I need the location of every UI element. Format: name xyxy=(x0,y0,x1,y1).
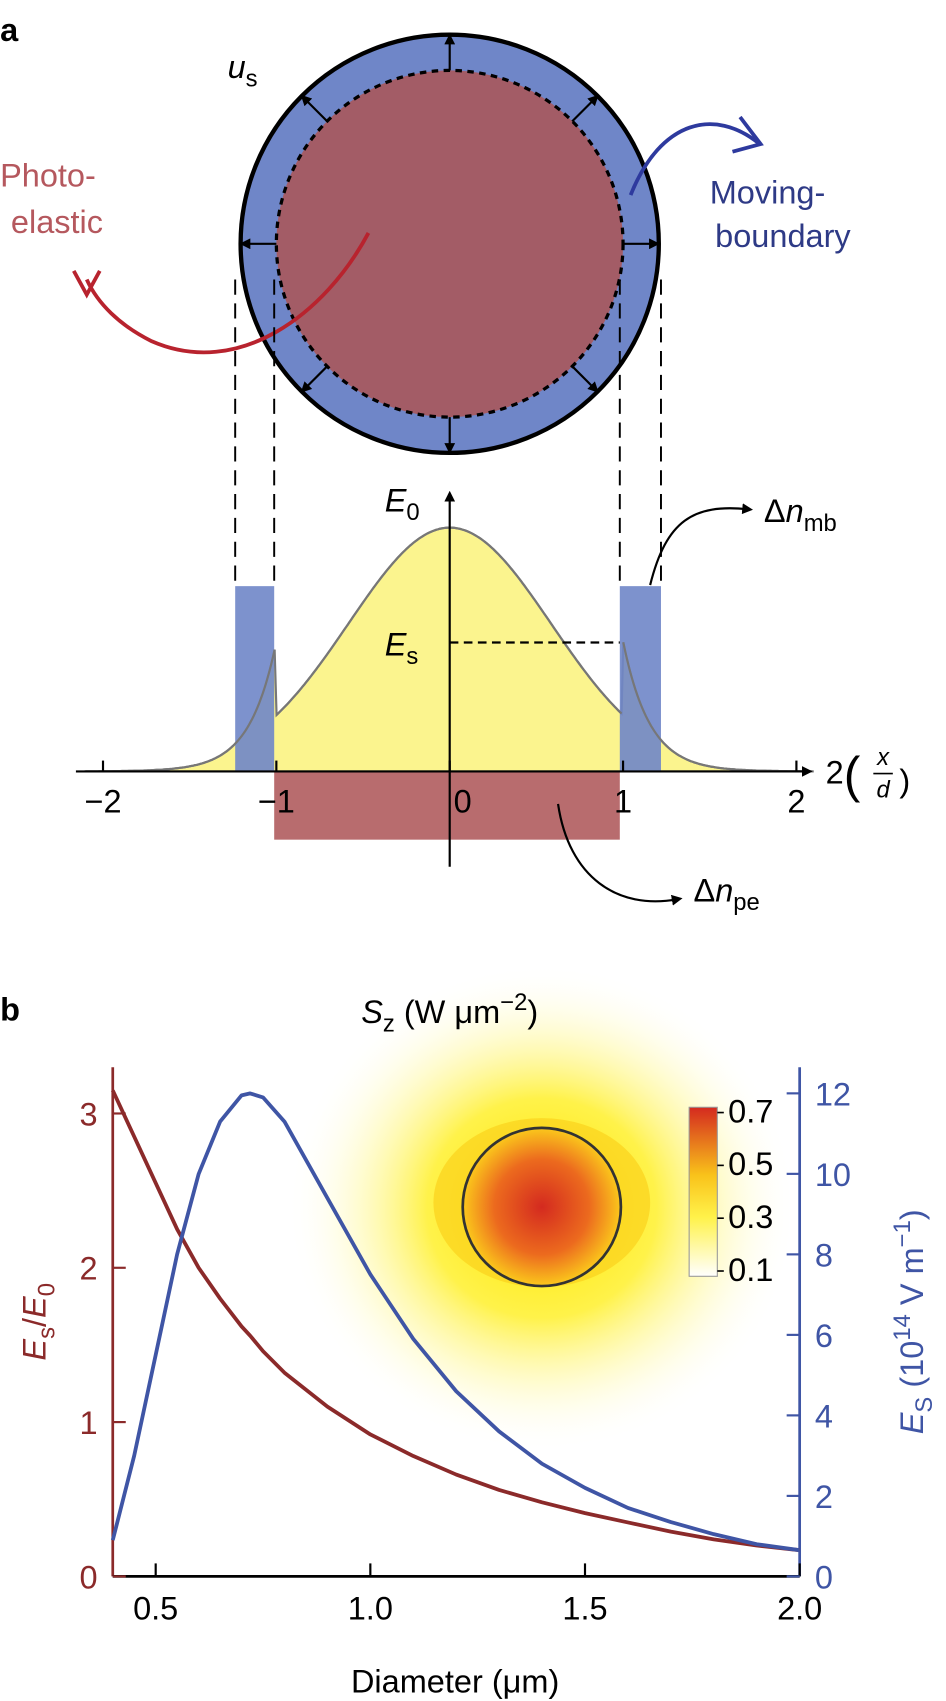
fiber-section xyxy=(461,1126,623,1288)
y2-tick-label: 6 xyxy=(815,1318,833,1354)
bracket: ( xyxy=(844,747,861,803)
tick-label: −2 xyxy=(84,784,121,820)
y2-axis-label: ES (1014 V m−1) xyxy=(889,1209,938,1434)
tick-label: 2 xyxy=(787,784,805,820)
colorbar-title: Sz (W μm−2) xyxy=(361,989,538,1038)
y-tick-label: 0 xyxy=(80,1559,98,1595)
fraction-den: d xyxy=(876,776,890,803)
symbol: E xyxy=(385,626,407,662)
unit: V m xyxy=(894,1247,930,1314)
subscript: s xyxy=(246,66,258,93)
symbol: E xyxy=(385,482,407,518)
photo-arrowhead xyxy=(72,269,102,299)
x-tick-label: 0.5 xyxy=(133,1591,178,1627)
moving-arrowhead xyxy=(731,115,764,154)
symbol: u xyxy=(228,49,246,85)
colorbar-tick-label: 0.5 xyxy=(728,1146,773,1182)
data-line xyxy=(111,1089,800,1553)
colorbar-tick-label: 0.3 xyxy=(728,1199,773,1235)
moving-label: Moving- xyxy=(710,175,826,211)
symbol: E xyxy=(894,1412,930,1434)
symbol: n xyxy=(786,493,804,529)
data-line xyxy=(110,1091,800,1553)
panel-b: b Sz (W μm−2) 0.5 1.0 1.5 2.001230246810120… xyxy=(0,964,938,1699)
subscript: z xyxy=(383,1010,395,1037)
tick-label: 1 xyxy=(614,784,632,820)
y2-tick-label: 2 xyxy=(815,1479,833,1515)
y2-tick-label: 4 xyxy=(815,1398,833,1434)
unit: (10 xyxy=(894,1341,930,1397)
subscript: s xyxy=(33,1327,60,1339)
x-axis-label: Diameter (μm) xyxy=(351,1663,559,1699)
x-axis-label: 2( xyxy=(826,747,861,803)
x-tick-label: 1.0 xyxy=(348,1591,393,1627)
colorbar-tick-label: 0.7 xyxy=(728,1093,773,1129)
fraction-num: x xyxy=(876,744,890,771)
bracket: ) xyxy=(899,763,910,799)
colorbar xyxy=(688,1106,718,1277)
pe-arrow xyxy=(556,803,683,906)
superscript: 14 xyxy=(889,1314,916,1341)
x-tick-label: 1.5 xyxy=(562,1591,607,1627)
y2-tick-label: 8 xyxy=(815,1237,833,1273)
y-tick-label: 3 xyxy=(80,1096,98,1132)
us-label: us xyxy=(228,49,258,93)
dn-mb-label: Δnmb xyxy=(764,493,837,537)
unit: ) xyxy=(894,1209,930,1220)
subscript: mb xyxy=(804,510,837,537)
symbol: S xyxy=(361,994,383,1030)
moving-label: boundary xyxy=(715,218,851,254)
radial-arrows xyxy=(239,33,660,454)
subscript: S xyxy=(911,1397,938,1413)
tick-label: −1 xyxy=(258,784,295,820)
unit: (W μm xyxy=(395,994,500,1030)
subscript: 0 xyxy=(33,1283,60,1296)
mb-arrow xyxy=(649,503,754,586)
panel-a: a us Photo- elastic Moving- boundary −2−… xyxy=(0,12,910,916)
y2-tick-label: 10 xyxy=(815,1157,851,1193)
y-axis-label: Es/E0 xyxy=(17,1283,61,1361)
symbol: n xyxy=(715,872,733,908)
photo-label: Photo- xyxy=(0,157,96,193)
subscript: s xyxy=(406,643,418,670)
y-tick-label: 2 xyxy=(80,1251,98,1287)
projection-lines xyxy=(234,279,662,587)
pe-region xyxy=(274,771,620,840)
fiber-core xyxy=(274,68,625,419)
panel-label: a xyxy=(0,12,19,48)
moving-arrow xyxy=(628,122,760,196)
photo-label: elastic xyxy=(11,204,103,240)
symbol: Δ xyxy=(693,872,715,908)
symbol: E xyxy=(17,1339,53,1361)
symbol: 2 xyxy=(826,754,844,790)
unit: ) xyxy=(527,994,538,1030)
y2-tick-label: 0 xyxy=(815,1559,833,1595)
y-tick-label: 1 xyxy=(80,1405,98,1441)
y2-tick-label: 12 xyxy=(815,1076,851,1112)
mb-region xyxy=(619,586,661,772)
slash: / xyxy=(17,1317,53,1327)
superscript: −2 xyxy=(500,989,527,1016)
x-tick-label: 2.0 xyxy=(777,1591,822,1627)
symbol: E xyxy=(17,1296,53,1318)
panel-label: b xyxy=(0,992,20,1028)
e0-label: E0 xyxy=(385,482,420,526)
tick-label: 0 xyxy=(454,784,472,820)
subscript: pe xyxy=(733,889,760,916)
es-label: Es xyxy=(385,626,419,670)
dn-pe-label: Δnpe xyxy=(693,872,759,916)
subscript: 0 xyxy=(406,499,419,526)
superscript: −1 xyxy=(889,1220,916,1247)
colorbar-tick-label: 0.1 xyxy=(728,1252,773,1288)
photo-arrow xyxy=(85,232,371,355)
symbol: Δ xyxy=(764,493,786,529)
